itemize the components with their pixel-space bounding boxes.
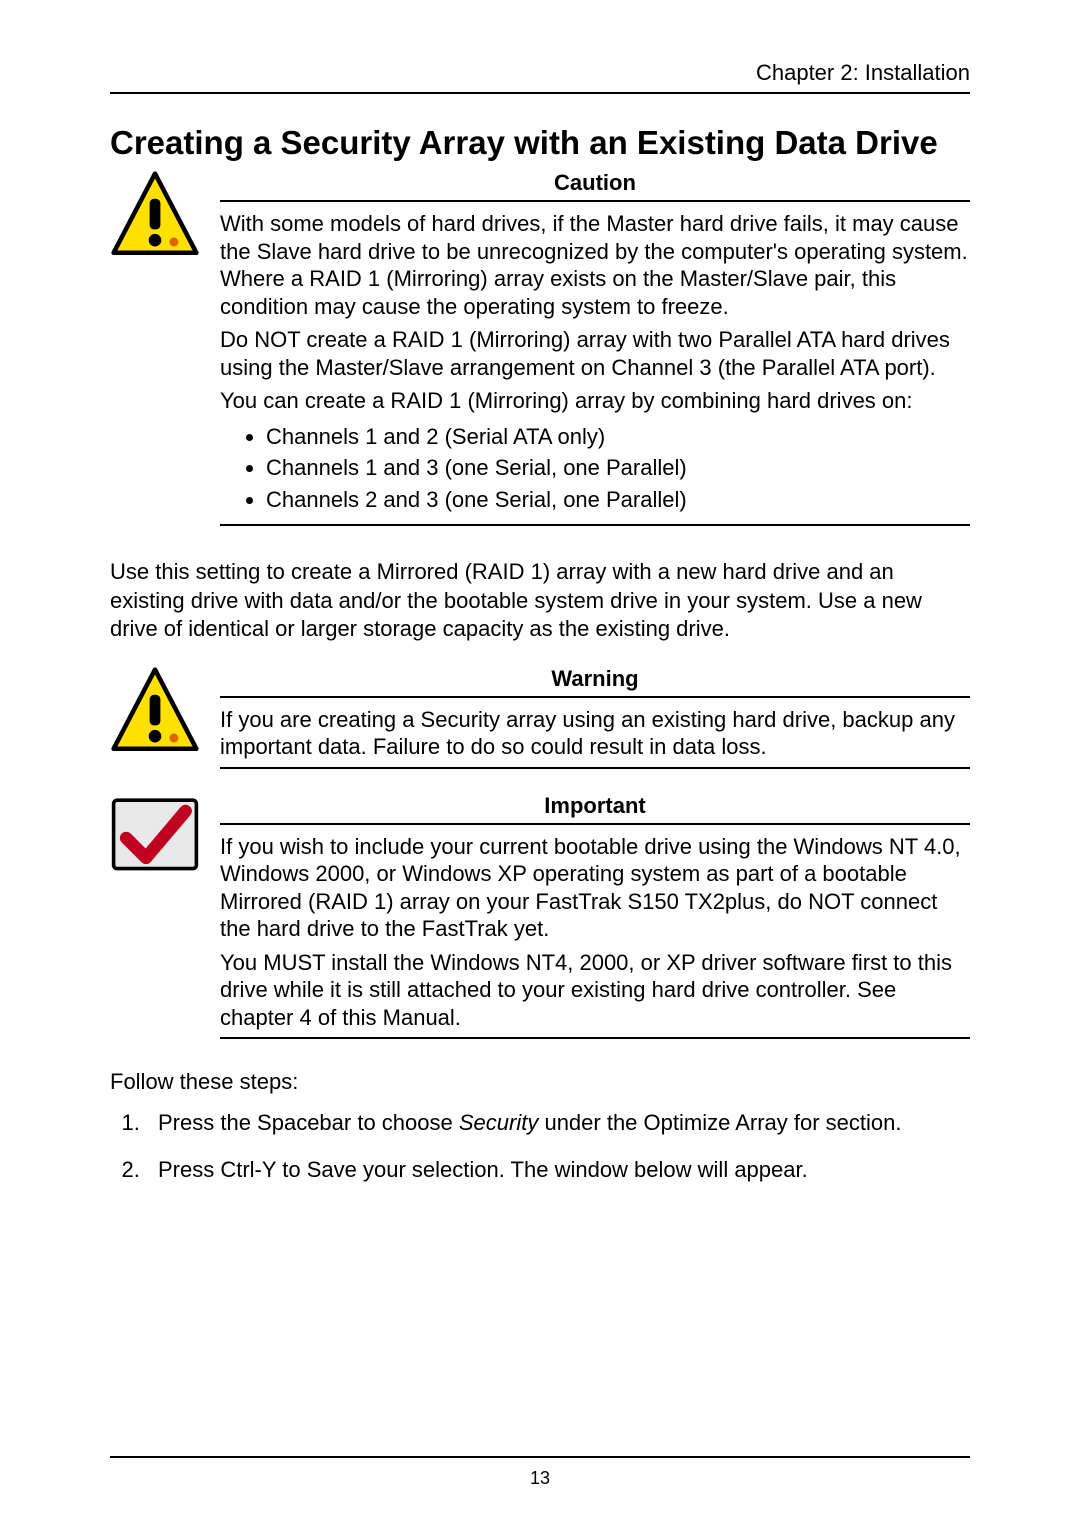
body-paragraph: Use this setting to create a Mirrored (R… xyxy=(110,558,970,644)
warning-p1: If you are creating a Security array usi… xyxy=(220,706,970,761)
important-p2: You MUST install the Windows NT4, 2000, … xyxy=(220,949,970,1032)
page-footer: 13 xyxy=(110,1456,970,1489)
important-end-rule xyxy=(220,1037,970,1039)
warning-body: Warning If you are creating a Security a… xyxy=(220,666,970,769)
important-title: Important xyxy=(220,793,970,825)
important-p1: If you wish to include your current boot… xyxy=(220,833,970,943)
caution-callout: Caution With some models of hard drives,… xyxy=(110,170,970,526)
important-callout: Important If you wish to include your cu… xyxy=(110,793,970,1040)
caution-title: Caution xyxy=(220,170,970,202)
caution-end-rule xyxy=(220,524,970,526)
caution-text: With some models of hard drives, if the … xyxy=(220,210,970,415)
warning-title: Warning xyxy=(220,666,970,698)
caution-bullets: Channels 1 and 2 (Serial ATA only) Chann… xyxy=(220,421,970,517)
page: Chapter 2: Installation Creating a Secur… xyxy=(0,0,1080,1529)
important-icon xyxy=(110,793,200,883)
warning-text: If you are creating a Security array usi… xyxy=(220,706,970,761)
caution-icon xyxy=(110,170,200,260)
step-1-post: under the Optimize Array for section. xyxy=(538,1110,901,1135)
caution-bullet: Channels 1 and 3 (one Serial, one Parall… xyxy=(266,452,970,484)
important-body: Important If you wish to include your cu… xyxy=(220,793,970,1040)
steps-list: Press the Spacebar to choose Security un… xyxy=(110,1109,970,1202)
caution-p2: Do NOT create a RAID 1 (Mirroring) array… xyxy=(220,326,970,381)
caution-bullet: Channels 2 and 3 (one Serial, one Parall… xyxy=(266,484,970,516)
step-1: Press the Spacebar to choose Security un… xyxy=(146,1109,970,1138)
step-1-pre: Press the Spacebar to choose xyxy=(158,1110,459,1135)
caution-bullet: Channels 1 and 2 (Serial ATA only) xyxy=(266,421,970,453)
caution-body: Caution With some models of hard drives,… xyxy=(220,170,970,526)
section-title: Creating a Security Array with an Existi… xyxy=(110,124,970,162)
important-text: If you wish to include your current boot… xyxy=(220,833,970,1032)
caution-p1: With some models of hard drives, if the … xyxy=(220,210,970,320)
spacer xyxy=(110,779,970,793)
warning-icon xyxy=(110,666,200,756)
steps-intro: Follow these steps: xyxy=(110,1069,970,1095)
warning-callout: Warning If you are creating a Security a… xyxy=(110,666,970,769)
step-1-em: Security xyxy=(459,1110,538,1135)
running-head: Chapter 2: Installation xyxy=(110,60,970,94)
warning-end-rule xyxy=(220,767,970,769)
step-2: Press Ctrl-Y to Save your selection. The… xyxy=(146,1156,970,1185)
page-number: 13 xyxy=(530,1468,550,1488)
caution-p3: You can create a RAID 1 (Mirroring) arra… xyxy=(220,387,970,415)
